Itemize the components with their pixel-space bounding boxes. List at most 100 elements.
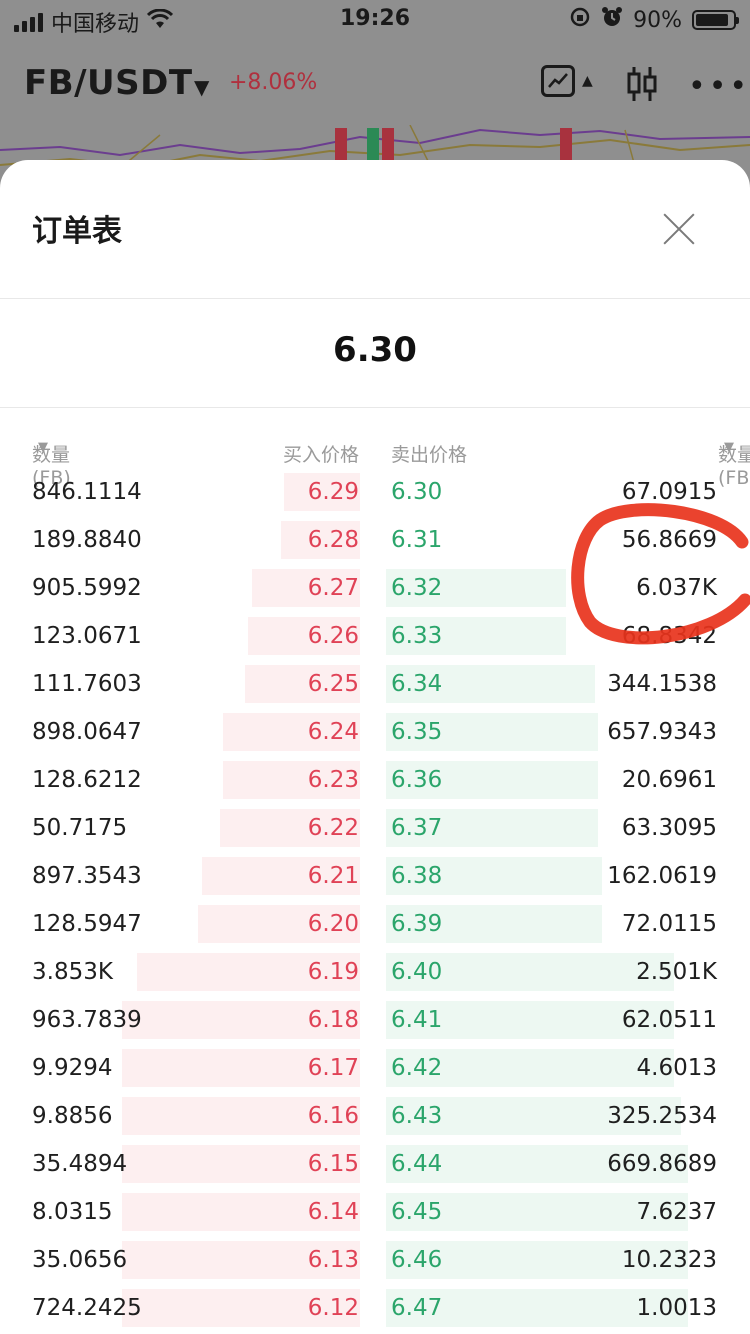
order-book-row[interactable]: 9.9294 6.17 6.42 4.6013	[0, 1044, 750, 1092]
ask-price: 6.33	[391, 623, 443, 649]
more-options-icon[interactable]: •••	[688, 69, 750, 104]
order-book-row[interactable]: 963.7839 6.18 6.41 62.0511	[0, 996, 750, 1044]
order-book-row[interactable]: 123.0671 6.26 6.33 68.8342	[0, 612, 750, 660]
bid-depth-bar	[223, 713, 360, 751]
bid-qty: 128.6212	[32, 767, 142, 793]
bid-depth-bar	[122, 1097, 360, 1135]
pair-dropdown-icon[interactable]: ▼	[194, 75, 210, 99]
ask-depth-bar	[386, 665, 595, 703]
ask-depth-bar	[386, 1001, 674, 1039]
bid-qty-header-label: 数量 (FB)	[32, 444, 71, 489]
order-book: 846.1114 6.29 6.30 67.0915 189.8840 6.28 6.31 5…	[0, 468, 750, 1332]
bid-qty: 9.8856	[32, 1103, 113, 1129]
ask-qty: 7.6237	[636, 1199, 717, 1225]
bid-qty: 905.5992	[32, 575, 142, 601]
bid-qty: 9.9294	[32, 1055, 113, 1081]
order-book-row[interactable]: 189.8840 6.28 6.31 56.8669	[0, 516, 750, 564]
order-book-row[interactable]: 111.7603 6.25 6.34 344.1538	[0, 660, 750, 708]
order-book-row[interactable]: 35.0656 6.13 6.46 10.2323	[0, 1236, 750, 1284]
carrier-name: 中国移动	[51, 12, 140, 37]
ask-qty: 10.2323	[621, 1247, 717, 1273]
ask-qty: 20.6961	[621, 767, 717, 793]
status-bar: 中国移动 19:26 90%	[0, 0, 750, 40]
bid-depth-bar	[245, 665, 360, 703]
bid-price: 6.15	[307, 1151, 359, 1177]
bid-price: 6.28	[307, 527, 359, 553]
ask-qty: 4.6013	[636, 1055, 717, 1081]
ask-qty-header-label: 数量 (FB)	[718, 444, 750, 489]
ask-depth-bar	[386, 1241, 688, 1279]
order-book-row[interactable]: 35.4894 6.15 6.44 669.8689	[0, 1140, 750, 1188]
ask-qty: 63.3095	[621, 815, 717, 841]
ask-qty: 325.2534	[607, 1103, 717, 1129]
ask-price: 6.43	[391, 1103, 443, 1129]
order-book-row[interactable]: 898.0647 6.24 6.35 657.9343	[0, 708, 750, 756]
order-book-row[interactable]: 50.7175 6.22 6.37 63.3095	[0, 804, 750, 852]
ask-price: 6.39	[391, 911, 443, 937]
bid-depth-bar	[122, 1001, 360, 1039]
bid-qty: 846.1114	[32, 479, 142, 505]
bid-depth-bar	[122, 1289, 360, 1327]
ask-qty: 344.1538	[607, 671, 717, 697]
ask-price: 6.37	[391, 815, 443, 841]
ask-price: 6.42	[391, 1055, 443, 1081]
ask-depth-bar	[386, 1049, 674, 1087]
alarm-icon	[601, 6, 623, 34]
order-book-row[interactable]: 897.3543 6.21 6.38 162.0619	[0, 852, 750, 900]
ask-qty: 67.0915	[621, 479, 717, 505]
order-book-row[interactable]: 846.1114 6.29 6.30 67.0915	[0, 468, 750, 516]
status-time: 19:26	[339, 6, 411, 31]
order-book-row[interactable]: 905.5992 6.27 6.32 6.037K	[0, 564, 750, 612]
ask-price: 6.38	[391, 863, 443, 889]
ask-qty: 669.8689	[607, 1151, 717, 1177]
bid-qty: 963.7839	[32, 1007, 142, 1033]
ask-price: 6.30	[391, 479, 443, 505]
ask-price: 6.44	[391, 1151, 443, 1177]
chart-type-icon[interactable]	[541, 65, 575, 97]
ask-price: 6.36	[391, 767, 443, 793]
bid-depth-bar	[122, 1145, 360, 1183]
ask-qty: 2.501K	[636, 959, 717, 985]
bid-qty: 35.4894	[32, 1151, 128, 1177]
bid-qty: 128.5947	[32, 911, 142, 937]
ask-qty: 6.037K	[636, 575, 717, 601]
order-book-row[interactable]: 9.8856 6.16 6.43 325.2534	[0, 1092, 750, 1140]
pair-title[interactable]: FB/USDT	[24, 63, 193, 103]
ask-qty: 72.0115	[621, 911, 717, 937]
bid-price: 6.23	[307, 767, 359, 793]
battery-percent: 90%	[633, 7, 682, 33]
ask-depth-bar	[386, 761, 598, 799]
bid-depth-bar	[202, 857, 360, 895]
candlestick-icon[interactable]	[625, 65, 659, 107]
bid-price: 6.17	[307, 1055, 359, 1081]
column-headers: 数量 (FB)▼ 买入价格 卖出价格 数量 (FB)▼	[0, 440, 750, 489]
order-book-row[interactable]: 128.6212 6.23 6.36 20.6961	[0, 756, 750, 804]
current-price: 6.30	[333, 330, 417, 370]
bid-price: 6.26	[307, 623, 359, 649]
order-book-row[interactable]: 8.0315 6.14 6.45 7.6237	[0, 1188, 750, 1236]
chart-type-caret-icon[interactable]: ▲	[582, 73, 593, 89]
bid-price: 6.20	[307, 911, 359, 937]
bid-depth-bar	[220, 809, 360, 847]
bid-price: 6.25	[307, 671, 359, 697]
ask-depth-bar	[386, 809, 598, 847]
ask-price: 6.45	[391, 1199, 443, 1225]
ask-qty: 62.0511	[621, 1007, 717, 1033]
bid-depth-bar	[122, 1049, 360, 1087]
sheet-title: 订单表	[32, 214, 122, 249]
bid-price: 6.19	[307, 959, 359, 985]
ask-depth-bar	[386, 713, 598, 751]
order-book-row[interactable]: 3.853K 6.19 6.40 2.501K	[0, 948, 750, 996]
order-book-row[interactable]: 724.2425 6.12 6.47 1.0013	[0, 1284, 750, 1332]
bid-qty: 724.2425	[32, 1295, 142, 1321]
ask-qty: 56.8669	[621, 527, 717, 553]
bid-qty: 897.3543	[32, 863, 142, 889]
close-icon[interactable]	[660, 210, 698, 248]
bid-qty: 35.0656	[32, 1247, 128, 1273]
ask-price-header: 卖出价格	[391, 444, 468, 466]
battery-icon	[692, 10, 739, 30]
ask-price: 6.40	[391, 959, 443, 985]
bid-price: 6.14	[307, 1199, 359, 1225]
order-book-row[interactable]: 128.5947 6.20 6.39 72.0115	[0, 900, 750, 948]
bid-qty: 3.853K	[32, 959, 113, 985]
